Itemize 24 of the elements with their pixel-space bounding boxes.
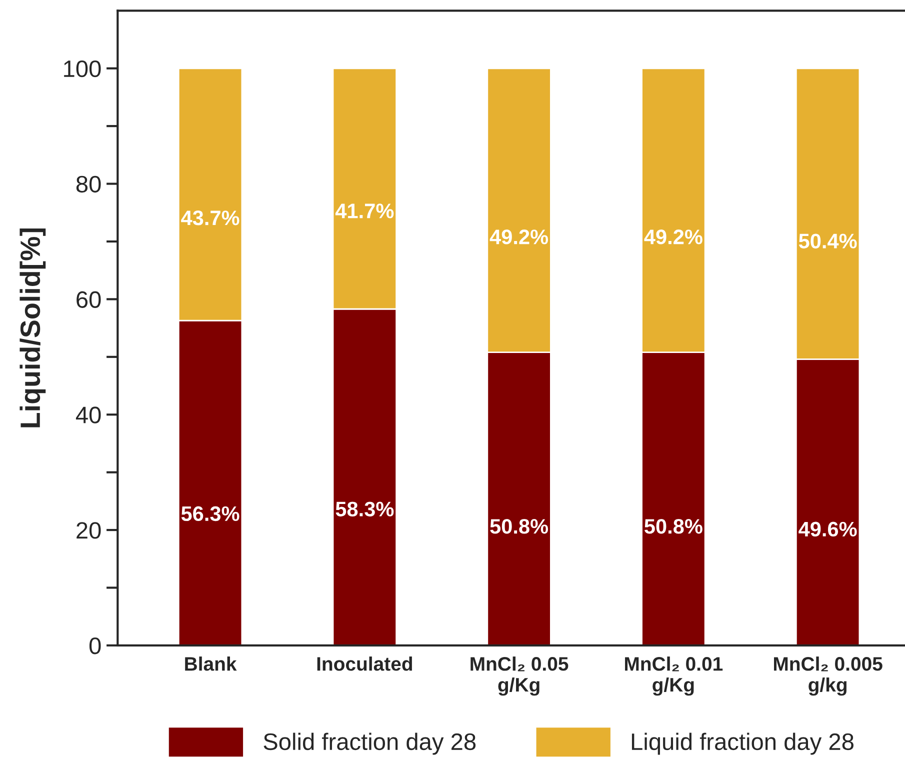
legend-label: Liquid fraction day 28: [632, 732, 854, 755]
data-label: 49.6%: [798, 522, 857, 537]
x-tick-label: Blank: [185, 656, 237, 671]
data-label: 49.2%: [644, 230, 702, 244]
y-tick-label: 100: [64, 60, 101, 78]
y-tick-label: 40: [76, 406, 101, 424]
x-tick-label: MnCl₂ 0.005 g/kg: [774, 656, 882, 696]
data-label: 43.7%: [181, 210, 240, 226]
y-tick-label: 20: [76, 522, 101, 539]
data-label: 49.2%: [490, 230, 548, 244]
x-tick-label: Inoculated: [317, 656, 412, 671]
data-label: 58.3%: [336, 502, 394, 516]
legend-label: Solid fraction day 28: [264, 732, 476, 755]
x-tick-label: MnCl₂ 0.01 g/Kg: [625, 656, 723, 696]
y-tick-label: 60: [76, 291, 101, 308]
data-label: 41.7%: [335, 204, 394, 218]
x-tick-label: MnCl₂ 0.05 g/Kg: [470, 656, 568, 696]
data-label: 50.8%: [490, 519, 548, 534]
data-label: 50.8%: [644, 519, 702, 534]
data-label: 56.3%: [181, 506, 240, 522]
y-tick-label: 80: [76, 176, 101, 193]
y-tick-label: 0: [89, 637, 101, 654]
y-axis-title: Liquid/Solid[%]: [20, 228, 46, 428]
data-label: 50.4%: [798, 234, 857, 248]
